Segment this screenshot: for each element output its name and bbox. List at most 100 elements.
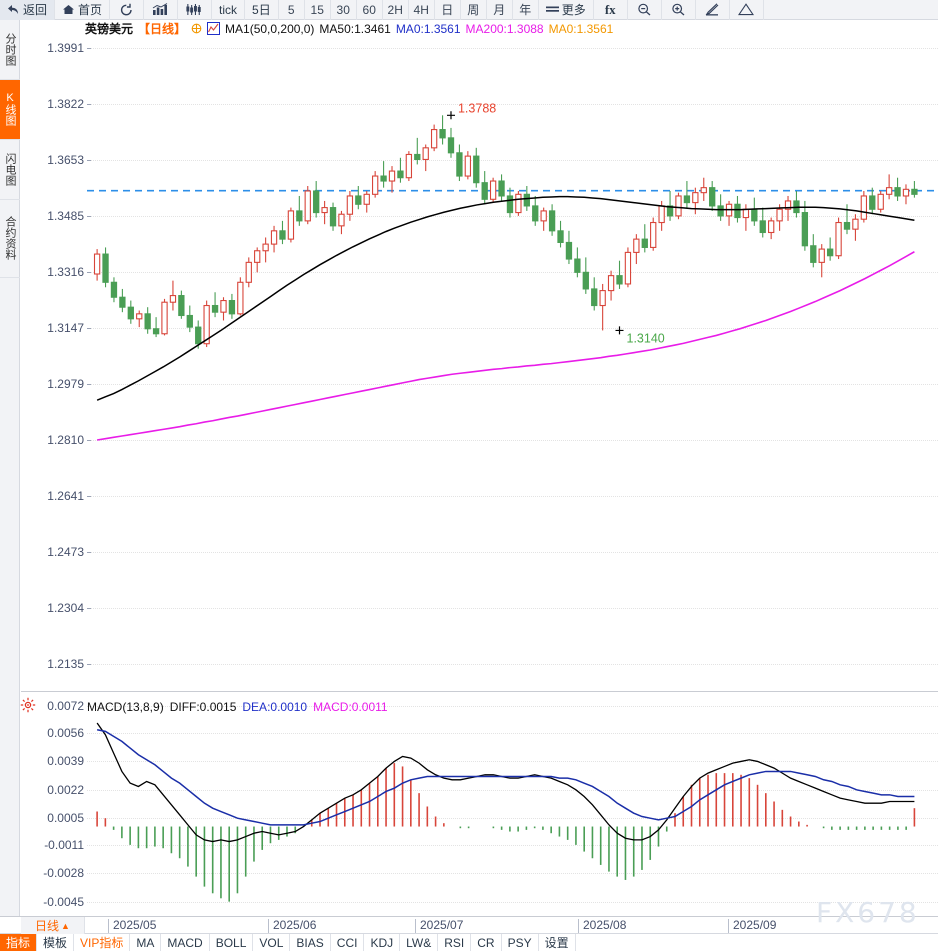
candle-body bbox=[658, 205, 665, 224]
tf-label: 4H bbox=[413, 2, 429, 17]
timeframe-month[interactable]: 月 bbox=[487, 0, 513, 20]
tf-label: 2H bbox=[387, 2, 403, 17]
price-plot-area[interactable]: 1.3788 1.3140 bbox=[87, 20, 938, 692]
ma50-value: MA50:1.3461 bbox=[319, 21, 391, 36]
candle-body bbox=[279, 230, 286, 240]
timeframe-5[interactable]: 5 bbox=[279, 0, 305, 20]
candle-body bbox=[709, 187, 716, 207]
macd-plot-area[interactable] bbox=[87, 693, 938, 915]
indicator-button-设置[interactable]: 设置 bbox=[538, 934, 576, 951]
indicator-button-BOLL[interactable]: BOLL bbox=[209, 934, 254, 951]
macd-diff-value: DIFF:0.0015 bbox=[169, 700, 237, 714]
candle-body bbox=[591, 288, 598, 307]
price-tick-label: 1.2641 bbox=[47, 489, 84, 504]
pen-icon bbox=[705, 3, 719, 16]
indicator-button-PSY[interactable]: PSY bbox=[501, 934, 539, 951]
triangle-icon bbox=[738, 3, 755, 16]
candle-body bbox=[439, 129, 446, 139]
macd-grid-line bbox=[87, 706, 938, 708]
tick-button[interactable]: tick bbox=[212, 0, 246, 20]
macd-tick-label: -0.0011 bbox=[44, 837, 84, 852]
timeframe-30[interactable]: 30 bbox=[331, 0, 357, 20]
more-button[interactable]: 更多 bbox=[539, 0, 594, 20]
date-tick-label: 2025/09 bbox=[728, 919, 776, 933]
price-tick-label: 1.2979 bbox=[47, 376, 84, 391]
candle-body bbox=[700, 187, 707, 194]
candle-body bbox=[456, 152, 463, 177]
sidebar-item-timeshare[interactable]: 分时图 bbox=[0, 20, 20, 80]
timeframe-2h[interactable]: 2H bbox=[383, 0, 409, 20]
candle-body bbox=[843, 221, 851, 230]
home-button[interactable]: 首页 bbox=[55, 0, 111, 20]
timeframe-day[interactable]: 日 bbox=[435, 0, 461, 20]
refresh-button[interactable] bbox=[110, 0, 145, 20]
indicator-button-模板[interactable]: 模板 bbox=[37, 934, 75, 951]
sidebar-item-contract-info[interactable]: 合约资料 bbox=[0, 200, 20, 278]
candle-body bbox=[161, 301, 168, 335]
top-toolbar: 返回 首页 bbox=[0, 0, 938, 20]
sidebar-item-lightning[interactable]: 闪电图 bbox=[0, 140, 20, 200]
indicator-button-VOL[interactable]: VOL bbox=[253, 934, 291, 951]
chart-icon[interactable] bbox=[207, 22, 221, 35]
candlestick-icon bbox=[186, 4, 201, 15]
fx-button[interactable]: fx bbox=[594, 0, 628, 20]
macd-chart-panel[interactable]: 0.0072 0.0056 0.0039 0.0022 0.0005 -0.0011 -0.… bbox=[21, 693, 938, 915]
price-tick-label: 1.2135 bbox=[47, 657, 84, 672]
timeframe-60[interactable]: 60 bbox=[357, 0, 383, 20]
grid-line bbox=[87, 215, 938, 217]
indicator-button-CR[interactable]: CR bbox=[471, 934, 502, 951]
grid-line bbox=[87, 664, 938, 666]
price-chart-panel[interactable]: 1.3991 1.3822 1.3653 1.3485 1.3316 1.3147 1.29… bbox=[21, 20, 938, 692]
price-tick-label: 1.2810 bbox=[47, 433, 84, 447]
indicator-button-BIAS[interactable]: BIAS bbox=[290, 934, 331, 951]
back-button[interactable]: 返回 bbox=[0, 0, 56, 20]
axis-tick bbox=[87, 272, 91, 273]
sidebar-label: 合约资料 bbox=[4, 216, 16, 260]
indicator-button-KDJ[interactable]: KDJ bbox=[364, 934, 401, 951]
tf-label: 年 bbox=[519, 3, 532, 17]
macd-title: MACD(13,8,9) bbox=[87, 700, 164, 714]
candle-body bbox=[869, 195, 876, 210]
timeframe-15[interactable]: 15 bbox=[305, 0, 331, 20]
timeframe-year[interactable]: 年 bbox=[513, 0, 539, 20]
indicator-button-RSI[interactable]: RSI bbox=[438, 934, 472, 951]
period-selector-button[interactable]: 日线 ▲ bbox=[21, 917, 85, 934]
candle-body bbox=[532, 205, 539, 222]
indicator-button-指标[interactable]: 指标 bbox=[0, 934, 38, 951]
five-day-button[interactable]: 5日 bbox=[245, 0, 279, 20]
indicator-button-MA[interactable]: MA bbox=[130, 934, 162, 951]
candle-body bbox=[565, 241, 573, 260]
candle-body bbox=[911, 188, 918, 195]
period-selector-label: 日线 bbox=[35, 919, 60, 933]
candle-body bbox=[810, 245, 817, 263]
timeframe-4h[interactable]: 4H bbox=[409, 0, 435, 20]
indicator-button-VIP指标[interactable]: VIP指标 bbox=[74, 934, 131, 951]
date-tick-label: 2025/06 bbox=[268, 919, 316, 933]
bar-chart-button[interactable] bbox=[144, 0, 179, 20]
hamburger-icon bbox=[545, 6, 559, 12]
timeframe-week[interactable]: 周 bbox=[461, 0, 487, 20]
ma200-value: MA200:1.3088 bbox=[465, 21, 544, 36]
zoom-in-button[interactable] bbox=[662, 0, 696, 20]
macd-info-bar: MACD(13,8,9) DIFF:0.0015 DEA:0.0010 MACD… bbox=[87, 700, 388, 714]
candle-body bbox=[414, 153, 421, 160]
grid-line bbox=[87, 440, 938, 441]
candle-body bbox=[776, 208, 783, 222]
indicator-button-LW&[interactable]: LW& bbox=[400, 934, 439, 951]
candle-body bbox=[860, 195, 868, 220]
macd-grid-line bbox=[87, 818, 938, 820]
crosshair-icon[interactable] bbox=[191, 23, 202, 34]
zoom-out-button[interactable] bbox=[628, 0, 662, 20]
shape-button[interactable] bbox=[730, 0, 764, 20]
settings-sun-icon[interactable] bbox=[20, 697, 36, 713]
candle-body bbox=[220, 300, 227, 313]
indicator-button-MACD[interactable]: MACD bbox=[161, 934, 210, 951]
macd-macd-value: MACD:0.0011 bbox=[313, 700, 388, 714]
candle-body bbox=[852, 218, 859, 230]
candle-body bbox=[692, 192, 699, 204]
sidebar-item-kline[interactable]: K线图 bbox=[0, 80, 20, 140]
indicator-button-CCI[interactable]: CCI bbox=[330, 934, 365, 951]
pen-button[interactable] bbox=[696, 0, 730, 20]
candlestick-button[interactable] bbox=[178, 0, 213, 20]
